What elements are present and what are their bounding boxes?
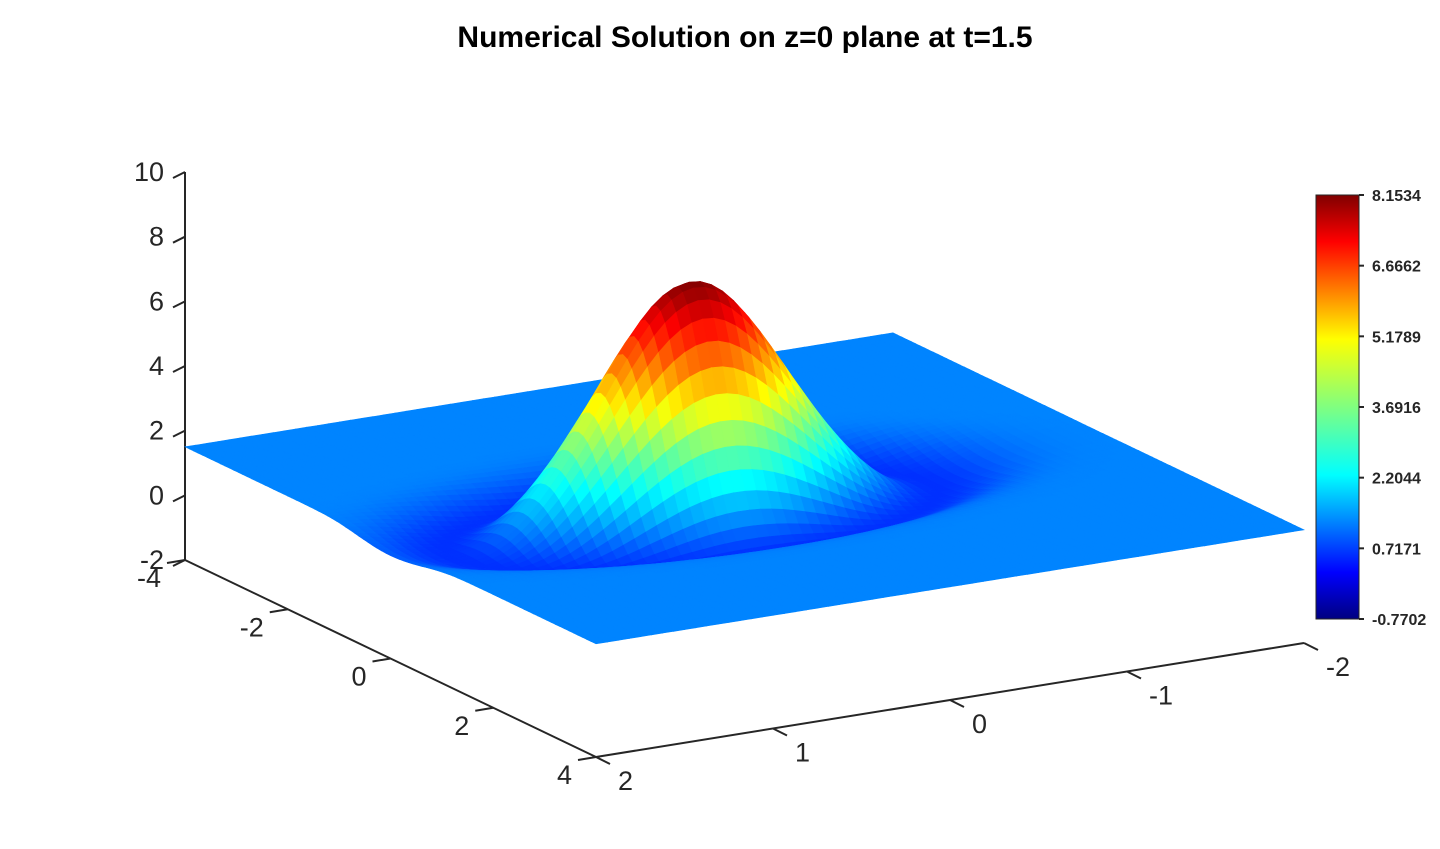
z-tick bbox=[172, 494, 186, 503]
y-tick-label: 2 bbox=[454, 711, 469, 741]
chart-title: Numerical Solution on z=0 plane at t=1.5 bbox=[457, 21, 1032, 54]
y-tick-label: 4 bbox=[557, 760, 572, 790]
x-tick bbox=[595, 756, 611, 765]
x-tick bbox=[772, 727, 788, 737]
z-tick-label: 6 bbox=[149, 286, 164, 316]
z-tick-label: 2 bbox=[149, 416, 164, 446]
z-tick bbox=[172, 235, 186, 244]
z-tick bbox=[172, 429, 186, 438]
z-ticks: 10 8 6 4 2 0 -2 bbox=[134, 157, 186, 575]
surface-plot bbox=[184, 280, 1306, 645]
z-tick bbox=[172, 365, 186, 373]
x-tick-label: -2 bbox=[1326, 652, 1350, 682]
y-tick bbox=[372, 657, 391, 663]
y-tick bbox=[475, 706, 494, 712]
x-tick bbox=[949, 699, 965, 708]
y-ticks: -4 -2 0 2 4 bbox=[137, 559, 597, 790]
x-tick-label: 0 bbox=[972, 709, 987, 739]
x-tick bbox=[1126, 670, 1142, 680]
z-tick-label: 4 bbox=[149, 351, 164, 381]
z-tick-label: 8 bbox=[149, 222, 164, 252]
z-tick-label: 0 bbox=[149, 480, 164, 510]
z-tick-label: -2 bbox=[140, 545, 164, 575]
y-tick bbox=[577, 756, 597, 761]
z-tick-label: 10 bbox=[134, 157, 164, 187]
x-tick-label: -1 bbox=[1149, 681, 1173, 711]
x-tick bbox=[1303, 642, 1319, 651]
y-tick-label: -2 bbox=[240, 612, 264, 642]
y-tick-label: -4 bbox=[137, 563, 161, 593]
x-ticks: 2 1 0 -1 -2 bbox=[595, 642, 1350, 796]
y-tick bbox=[166, 559, 186, 564]
y-tick bbox=[269, 608, 288, 614]
z-tick bbox=[172, 300, 186, 309]
z-tick bbox=[172, 171, 186, 179]
x-tick-label: 1 bbox=[795, 738, 810, 768]
y-tick-label: 0 bbox=[351, 662, 366, 692]
x-tick-label: 2 bbox=[618, 766, 633, 796]
